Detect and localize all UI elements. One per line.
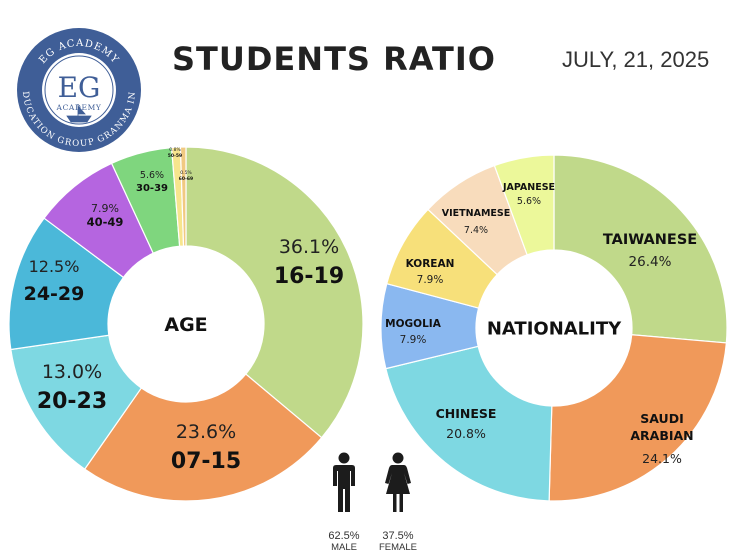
nationality-percent-chinese: 20.8% (446, 426, 486, 441)
nationality-percent-taiwanese: 26.4% (629, 254, 672, 270)
age-donut: AGE 36.1% 16-19 23.6% 07-15 13.0% 20-23 12.5% 24… (8, 146, 364, 502)
nationality-category-vietnamese: VIETNAMESE (442, 208, 510, 219)
age-slice-60-69 (179, 146, 187, 247)
nationality-donut: NATIONALITY TAIWANESE 26.4% SAUDI ARABIAN 24.… (380, 154, 728, 502)
age-percent-50-59: 0.8% (169, 147, 181, 153)
age-slice-20-23 (10, 334, 143, 470)
age-percent-24-29: 12.5% (29, 257, 80, 276)
male-icon (333, 452, 355, 512)
ship-icon (66, 104, 92, 123)
nationality-percent-mogolia: 7.9% (400, 334, 427, 346)
age-percent-60-69: 0.5% (180, 170, 192, 176)
age-slice-16-19 (185, 146, 364, 439)
age-category-07-15: 07-15 (171, 449, 241, 474)
gender-ratio: 62.5% MALE 37.5% FEMALE (318, 452, 428, 556)
age-center-label: AGE (164, 314, 207, 336)
nationality-category-chinese: CHINESE (436, 406, 497, 421)
age-category-30-39: 30-39 (136, 183, 168, 194)
gender-male: 62.5% MALE (318, 452, 370, 554)
age-percent-30-39: 5.6% (140, 170, 164, 181)
age-percent-20-23: 13.0% (42, 361, 102, 383)
nationality-category-mogolia: MOGOLIA (385, 318, 442, 330)
nationality-percent-korean: 7.9% (417, 274, 444, 286)
age-category-20-23: 20-23 (37, 389, 107, 414)
age-percent-40-49: 7.9% (91, 202, 119, 215)
nationality-slice-chinese (385, 345, 553, 502)
age-category-24-29: 24-29 (24, 283, 85, 305)
nationality-slice-taiwanese (553, 154, 728, 344)
age-category-60-69: 60-69 (179, 176, 193, 182)
nationality-percent-vietnamese: 7.4% (464, 225, 488, 236)
nationality-center-label: NATIONALITY (487, 318, 622, 339)
nationality-slice-japanese (493, 154, 555, 256)
page-title: STUDENTS RATIO (172, 40, 496, 78)
female-percent: 37.5% (382, 530, 414, 542)
age-slice-07-15 (83, 373, 323, 502)
nationality-percent-japanese: 5.6% (517, 196, 541, 207)
female-icon (385, 452, 411, 512)
nationality-category-korean: KOREAN (406, 258, 455, 270)
gender-female: 37.5% FEMALE (372, 452, 424, 554)
nationality-category-saudi-arabian: SAUDI ARABIAN (630, 411, 693, 443)
male-label: MALE (331, 542, 357, 553)
female-label: FEMALE (378, 542, 417, 553)
age-category-16-19: 16-19 (274, 264, 344, 289)
date-label: JULY, 21, 2025 (562, 47, 710, 72)
nationality-slice-saudi-arabian (548, 334, 728, 502)
nationality-category-taiwanese: TAIWANESE (603, 232, 697, 248)
nationality-percent-saudi-arabian: 24.1% (642, 451, 682, 466)
age-percent-16-19: 36.1% (279, 236, 339, 258)
age-category-40-49: 40-49 (87, 215, 124, 229)
male-percent: 62.5% (328, 530, 360, 542)
age-percent-07-15: 23.6% (176, 421, 236, 443)
nationality-category-japanese: JAPANESE (502, 182, 555, 193)
eg-academy-logo: EG ACADEMY EDUCATION GROUP GRANMA INC EG… (15, 26, 141, 152)
age-category-50-59: 50-59 (168, 153, 182, 159)
logo-monogram: EG (58, 71, 101, 104)
